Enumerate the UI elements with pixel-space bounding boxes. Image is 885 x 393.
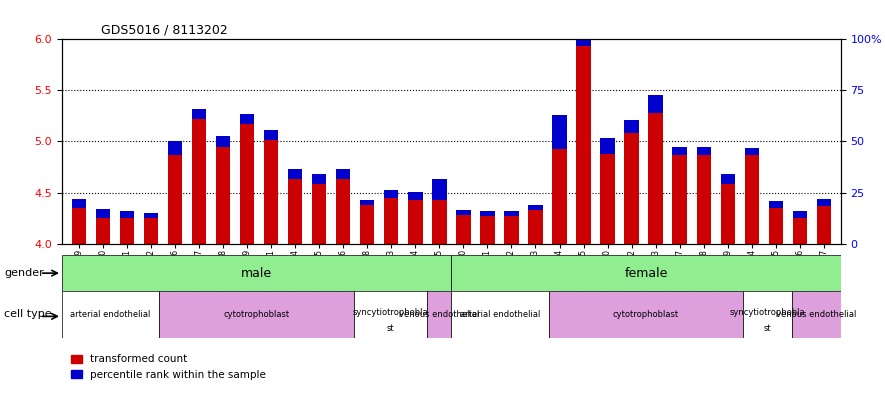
Bar — [336, 169, 350, 179]
Bar — [793, 218, 807, 244]
Bar — [552, 149, 566, 244]
Bar — [240, 124, 254, 244]
FancyBboxPatch shape — [549, 291, 743, 338]
Text: venous endothelial: venous endothelial — [776, 310, 857, 319]
Bar — [119, 218, 134, 244]
Bar — [600, 154, 615, 244]
Bar — [408, 191, 422, 200]
Bar — [360, 200, 374, 205]
Bar — [673, 147, 687, 155]
Bar — [360, 205, 374, 244]
Bar — [72, 199, 86, 208]
Bar — [264, 140, 278, 244]
Bar — [528, 210, 543, 244]
Bar — [817, 199, 831, 206]
Bar — [481, 216, 495, 244]
Bar — [96, 218, 110, 244]
Text: cytotrophoblast: cytotrophoblast — [224, 310, 289, 319]
Bar — [456, 215, 471, 244]
Text: st: st — [387, 324, 395, 333]
Bar — [143, 213, 158, 218]
Bar — [312, 184, 327, 244]
Bar — [264, 130, 278, 140]
Bar — [408, 200, 422, 244]
Bar — [216, 147, 230, 244]
FancyBboxPatch shape — [62, 291, 159, 338]
Bar — [625, 133, 639, 244]
Bar — [696, 155, 711, 244]
FancyBboxPatch shape — [354, 291, 427, 338]
Bar — [481, 211, 495, 216]
Bar — [769, 208, 783, 244]
Bar — [216, 136, 230, 147]
Bar — [769, 201, 783, 208]
Bar — [744, 148, 759, 155]
Bar — [576, 46, 591, 244]
Bar — [720, 174, 735, 184]
Bar — [673, 155, 687, 244]
Bar — [119, 211, 134, 218]
Bar — [625, 120, 639, 133]
FancyBboxPatch shape — [451, 255, 841, 291]
Bar — [552, 115, 566, 149]
Text: cell type: cell type — [4, 309, 52, 320]
Bar — [168, 155, 182, 244]
Bar — [72, 208, 86, 244]
Bar — [744, 155, 759, 244]
FancyBboxPatch shape — [743, 291, 792, 338]
Text: st: st — [764, 324, 772, 333]
Bar — [96, 209, 110, 218]
Bar — [600, 138, 615, 154]
Bar — [384, 189, 398, 198]
Bar — [312, 174, 327, 184]
Text: arterial endothelial: arterial endothelial — [460, 310, 540, 319]
Bar — [720, 184, 735, 244]
Bar — [456, 210, 471, 215]
Text: GDS5016 / 8113202: GDS5016 / 8113202 — [101, 24, 227, 37]
Text: female: female — [624, 266, 668, 280]
Bar — [649, 95, 663, 113]
FancyBboxPatch shape — [62, 255, 451, 291]
FancyBboxPatch shape — [427, 291, 451, 338]
FancyBboxPatch shape — [792, 291, 841, 338]
Text: syncytiotrophobla: syncytiotrophobla — [730, 308, 805, 316]
Bar — [288, 179, 303, 244]
Bar — [192, 109, 206, 119]
Bar — [817, 206, 831, 244]
Bar — [432, 179, 447, 200]
Bar — [432, 200, 447, 244]
Bar — [793, 211, 807, 218]
FancyBboxPatch shape — [159, 291, 354, 338]
Text: venous endothelial: venous endothelial — [399, 310, 480, 319]
Bar — [288, 169, 303, 179]
Legend: transformed count, percentile rank within the sample: transformed count, percentile rank withi… — [67, 350, 270, 384]
Bar — [336, 179, 350, 244]
Bar — [649, 113, 663, 244]
Bar — [384, 198, 398, 244]
Bar — [576, 36, 591, 46]
Bar — [192, 119, 206, 244]
Bar — [504, 211, 519, 216]
Bar — [240, 114, 254, 124]
Bar — [143, 218, 158, 244]
Text: arterial endothelial: arterial endothelial — [71, 310, 150, 319]
Text: syncytiotrophobla: syncytiotrophobla — [353, 308, 428, 316]
Bar — [696, 147, 711, 155]
Bar — [168, 141, 182, 155]
FancyBboxPatch shape — [451, 291, 549, 338]
Bar — [528, 205, 543, 210]
Bar — [504, 216, 519, 244]
Text: cytotrophoblast: cytotrophoblast — [613, 310, 679, 319]
Text: male: male — [241, 266, 273, 280]
Text: gender: gender — [4, 268, 44, 278]
